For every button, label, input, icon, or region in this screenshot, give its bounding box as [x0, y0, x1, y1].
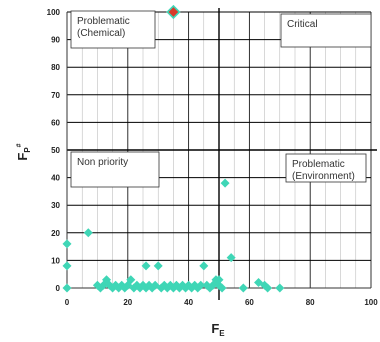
- y-axis-title-main: F: [15, 153, 30, 161]
- y-tick-label: 50: [51, 146, 60, 155]
- data-point: [214, 275, 224, 285]
- data-point: [62, 239, 72, 249]
- quadrant-label-box: [70, 151, 160, 188]
- quadrant-label-box: [70, 10, 156, 49]
- x-tick-label: 20: [123, 298, 132, 307]
- quadrant-label-text: Problematic: [77, 16, 130, 27]
- data-point: [126, 275, 136, 285]
- quadrant-label-bottom-right: Problematic(Environment): [285, 153, 367, 183]
- threshold-lines: [67, 8, 377, 300]
- y-tick-label: 80: [51, 63, 60, 72]
- quadrant-label-box: [285, 153, 367, 183]
- x-tick-label: 80: [306, 298, 315, 307]
- quadrant-label-text: (Chemical): [77, 28, 125, 39]
- x-tick-label: 100: [364, 298, 378, 307]
- y-tick-label: 0: [56, 284, 61, 293]
- y-tick-label: 90: [51, 36, 60, 45]
- y-axis-title: FP#: [15, 143, 32, 160]
- data-point: [275, 283, 285, 293]
- x-tick-label: 40: [184, 298, 193, 307]
- data-points: [62, 4, 285, 293]
- quadrant-label-text: Non priority: [77, 157, 128, 168]
- data-point: [238, 283, 248, 293]
- data-point: [83, 228, 93, 238]
- y-axis-title-superscript: #: [16, 143, 23, 147]
- y-tick-label: 70: [51, 91, 60, 100]
- data-point: [153, 261, 163, 271]
- data-point: [263, 283, 273, 293]
- data-point: [217, 283, 227, 293]
- data-point: [226, 253, 236, 263]
- quadrant-label-bottom-left: Non priority: [70, 151, 160, 188]
- quadrant-label-box: [280, 13, 372, 48]
- y-tick-label: 10: [51, 256, 60, 265]
- quadrant-label-text: Critical: [287, 19, 318, 30]
- data-point: [220, 178, 230, 188]
- y-tick-label: 40: [51, 174, 60, 183]
- highlighted-data-point: [166, 4, 181, 20]
- x-tick-label: 0: [65, 298, 70, 307]
- quadrant-label-text: Problematic: [292, 159, 345, 170]
- y-tick-label: 60: [51, 118, 60, 127]
- data-point: [196, 280, 206, 290]
- y-axis-title-subscript: P: [23, 147, 32, 153]
- quadrant-label-top-left: Problematic(Chemical): [70, 10, 156, 49]
- x-tick-label: 60: [245, 298, 254, 307]
- x-axis-title-subscript: E: [219, 329, 225, 338]
- y-tick-label: 30: [51, 201, 60, 210]
- data-point: [141, 261, 151, 271]
- data-point: [62, 283, 72, 293]
- tick-labels: 0 10 20 30 40 50 60 70 80 90 100 0 20 40 60 80 100: [47, 8, 379, 307]
- x-axis-title-main: F: [211, 321, 219, 336]
- y-tick-label: 100: [47, 8, 61, 17]
- data-point: [199, 261, 209, 271]
- data-point: [62, 261, 72, 271]
- y-tick-label: 20: [51, 229, 60, 238]
- quadrant-label-text: (Environment): [292, 171, 355, 182]
- quadrant-label-top-right: Critical: [280, 13, 372, 48]
- x-axis-title: FE: [211, 321, 225, 338]
